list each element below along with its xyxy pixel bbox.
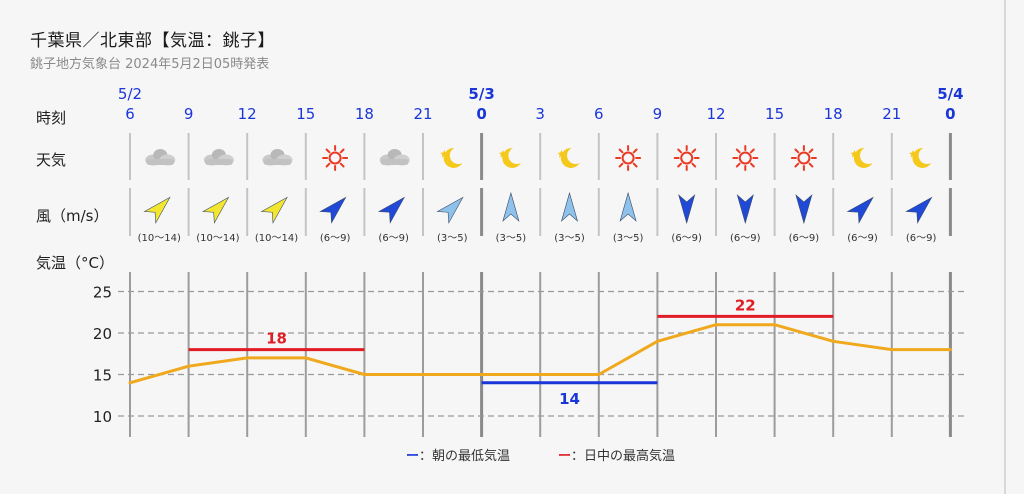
moon-icon	[909, 147, 932, 168]
date-label: 5/3	[468, 85, 494, 103]
page-subtitle: 銚子地方気象台 2024年5月2日05時発表	[30, 57, 270, 72]
hour-label: 9	[653, 105, 663, 123]
temperature-point	[304, 356, 308, 360]
temperature-point	[538, 373, 542, 376]
temperature-point	[890, 348, 894, 352]
date-label: 5/2	[118, 85, 142, 103]
temperature-point	[128, 381, 132, 385]
y-tick-label: 20	[93, 325, 112, 343]
wind-range-label: (10〜14)	[196, 233, 239, 244]
wind-range-label: (6〜9)	[320, 233, 351, 244]
hour-label: 21	[413, 105, 432, 123]
legend-max-temp: ー：日中の最高気温	[558, 445, 675, 464]
wind-row-label: 風（m/s）	[36, 207, 109, 225]
time-row-label: 時刻	[36, 109, 67, 127]
temperature-point	[773, 323, 777, 327]
wind-arrow-icon	[436, 196, 464, 224]
moon-icon	[850, 147, 873, 168]
sun-icon	[322, 145, 349, 171]
cloud-icon	[203, 149, 234, 166]
moon-icon	[557, 147, 580, 168]
temperature-point	[714, 323, 718, 327]
hour-label: 3	[535, 105, 545, 123]
cloud-icon	[145, 149, 176, 166]
weather-row-label: 天気	[36, 151, 67, 169]
cloud-icon	[262, 149, 293, 166]
hour-label: 6	[594, 105, 604, 123]
wind-arrow-icon	[678, 194, 696, 225]
wind-range-label: (6〜9)	[789, 233, 820, 244]
moon-icon	[440, 147, 463, 168]
y-tick-label: 10	[93, 408, 112, 426]
hour-label: 0	[476, 105, 486, 123]
min-temp-label: 14	[559, 390, 580, 408]
wind-range-label: (10〜14)	[138, 233, 181, 244]
wind-range-label: (6〜9)	[671, 233, 702, 244]
wind-range-label: (10〜14)	[255, 233, 298, 244]
hour-label: 6	[125, 105, 135, 123]
temperature-point	[597, 373, 601, 376]
wind-arrow-icon	[795, 194, 813, 225]
wind-arrow-icon	[260, 196, 288, 224]
sun-icon	[732, 145, 759, 171]
max-temp-label: 22	[735, 296, 756, 314]
moon-icon	[498, 147, 521, 168]
sun-icon	[615, 145, 642, 171]
hour-label: 12	[706, 105, 725, 123]
wind-range-label: (3〜5)	[613, 233, 644, 244]
page-title: 千葉県／北東部【気温：銚子】	[30, 31, 275, 51]
temperature-point	[362, 373, 366, 376]
temperature-point	[421, 373, 425, 376]
wind-arrow-icon	[319, 196, 347, 224]
wind-arrow-icon	[905, 196, 933, 224]
legend-min-dash: ー	[406, 449, 420, 464]
wind-range-label: (6〜9)	[378, 233, 409, 244]
temperature-point	[948, 348, 952, 352]
wind-range-label: (3〜5)	[437, 233, 468, 244]
wind-range-label: (3〜5)	[496, 233, 527, 244]
hour-label: 21	[882, 105, 901, 123]
hour-label: 9	[184, 105, 194, 123]
sun-icon	[790, 145, 817, 171]
temp-row-label: 気温（°C）	[36, 254, 114, 272]
hour-label: 18	[824, 105, 843, 123]
temperature-point	[655, 339, 659, 343]
cloud-icon	[379, 149, 410, 166]
temperature-point	[480, 373, 484, 376]
hour-label: 15	[765, 105, 784, 123]
max-temp-label: 18	[266, 330, 287, 348]
page-right-border	[1004, 0, 1006, 494]
temperature-point	[831, 339, 835, 343]
wind-range-label: (6〜9)	[847, 233, 878, 244]
legend-min-label: ：朝の最低気温	[419, 449, 511, 464]
hour-label: 12	[238, 105, 257, 123]
temperature-point	[187, 364, 191, 368]
y-tick-label: 15	[93, 367, 112, 385]
hour-label: 18	[355, 105, 374, 123]
wind-range-label: (6〜9)	[906, 233, 937, 244]
date-label: 5/4	[937, 85, 963, 103]
legend-max-label: ：日中の最高気温	[571, 449, 676, 464]
wind-arrow-icon	[560, 191, 579, 222]
hour-label: 0	[945, 105, 955, 123]
wind-arrow-icon	[143, 196, 171, 224]
hour-label: 15	[296, 105, 315, 123]
legend-max-dash: ー	[558, 449, 572, 464]
wind-range-label: (6〜9)	[730, 233, 761, 244]
wind-arrow-icon	[202, 196, 230, 224]
temperature-point	[245, 356, 249, 360]
wind-range-label: (3〜5)	[554, 233, 585, 244]
sun-icon	[673, 145, 700, 171]
wind-arrow-icon	[736, 194, 754, 225]
wind-arrow-icon	[846, 196, 874, 224]
wind-arrow-icon	[502, 191, 520, 222]
wind-arrow-icon	[377, 196, 406, 224]
legend-min-temp: ー：朝の最低気温	[406, 445, 510, 464]
wind-arrow-icon	[619, 191, 637, 222]
y-tick-label: 25	[93, 284, 112, 302]
